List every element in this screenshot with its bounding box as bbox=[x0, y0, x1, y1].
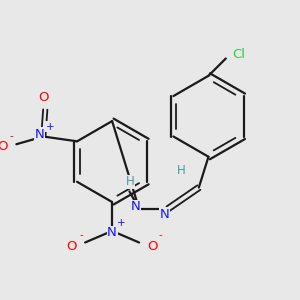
Text: N: N bbox=[34, 128, 44, 141]
Text: N: N bbox=[159, 208, 169, 221]
Text: O: O bbox=[66, 240, 77, 253]
Text: -: - bbox=[158, 230, 162, 240]
Text: -: - bbox=[10, 131, 14, 142]
Text: O: O bbox=[0, 140, 8, 153]
Text: N: N bbox=[107, 226, 117, 239]
Text: H: H bbox=[126, 175, 135, 188]
Text: +: + bbox=[46, 122, 54, 132]
Text: O: O bbox=[38, 91, 49, 103]
Text: O: O bbox=[147, 240, 158, 253]
Text: -: - bbox=[80, 230, 83, 240]
Text: H: H bbox=[177, 164, 186, 177]
Text: N: N bbox=[130, 200, 140, 213]
Text: Cl: Cl bbox=[232, 48, 245, 61]
Text: +: + bbox=[117, 218, 126, 228]
